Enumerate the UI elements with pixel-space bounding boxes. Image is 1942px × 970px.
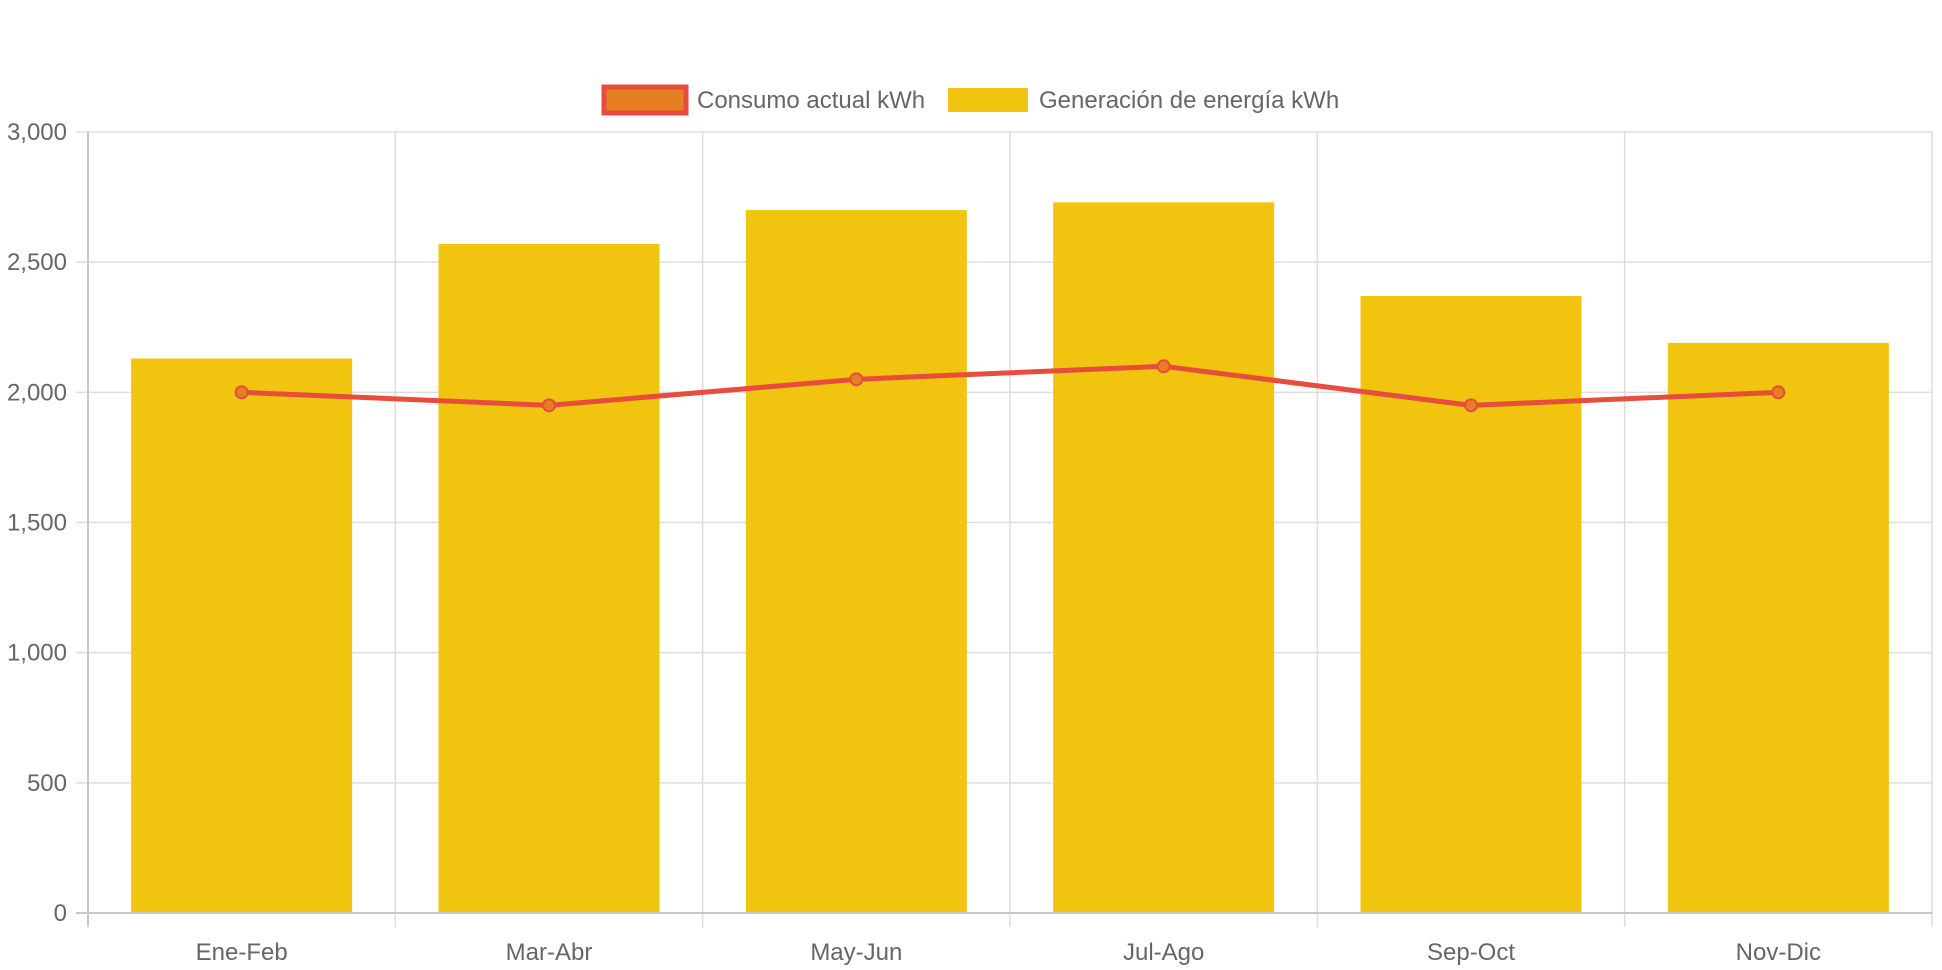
bar-series bbox=[131, 202, 1889, 914]
grid-lines bbox=[76, 131, 1933, 927]
y-tick-label: 1,500 bbox=[7, 510, 67, 537]
y-tick-label: 3,000 bbox=[7, 119, 67, 146]
legend-item-consumo[interactable]: Consumo actual kWh bbox=[601, 84, 925, 116]
y-tick-label: 2,500 bbox=[7, 249, 67, 276]
bar-generacion[interactable] bbox=[1667, 342, 1889, 913]
axes: 0 500 1,000 1,500 2,000 2,500 3,000 Ene-Feb Mar-… bbox=[7, 119, 1932, 966]
point-consumo[interactable] bbox=[234, 385, 249, 400]
x-tick-label: Jul-Ago bbox=[1123, 939, 1204, 966]
x-tick-label: May-Jun bbox=[810, 939, 902, 966]
point-consumo[interactable] bbox=[849, 372, 864, 387]
y-tick-label: 1,000 bbox=[7, 640, 67, 667]
point-consumo[interactable] bbox=[1771, 385, 1786, 400]
legend-swatch-generacion bbox=[948, 88, 1028, 112]
bar-generacion[interactable] bbox=[438, 243, 660, 913]
bar-generacion[interactable] bbox=[745, 210, 967, 914]
legend-swatch-consumo bbox=[601, 84, 689, 116]
x-tick-label: Nov-Dic bbox=[1736, 939, 1821, 966]
y-tick-label: 500 bbox=[27, 770, 67, 797]
x-tick-label: Sep-Oct bbox=[1427, 939, 1515, 966]
bar-generacion[interactable] bbox=[1053, 202, 1275, 914]
y-tick-label: 2,000 bbox=[7, 379, 67, 406]
point-consumo[interactable] bbox=[542, 398, 556, 413]
x-tick-label: Mar-Abr bbox=[506, 939, 593, 966]
bar-generacion[interactable] bbox=[1360, 296, 1582, 913]
x-tick-label: Ene-Feb bbox=[196, 939, 288, 966]
legend-label-generacion: Generación de energía kWh bbox=[1039, 87, 1339, 114]
point-consumo[interactable] bbox=[1464, 398, 1478, 413]
line-series bbox=[234, 359, 1786, 413]
legend-label-consumo: Consumo actual kWh bbox=[697, 87, 925, 114]
legend: Consumo actual kWh Generación de energía… bbox=[601, 84, 1339, 116]
legend-item-generacion[interactable]: Generación de energía kWh bbox=[948, 87, 1339, 114]
y-tick-label: 0 bbox=[54, 900, 67, 927]
bar-generacion[interactable] bbox=[131, 358, 353, 913]
point-consumo[interactable] bbox=[1156, 359, 1171, 374]
line-consumo bbox=[241, 363, 1779, 408]
